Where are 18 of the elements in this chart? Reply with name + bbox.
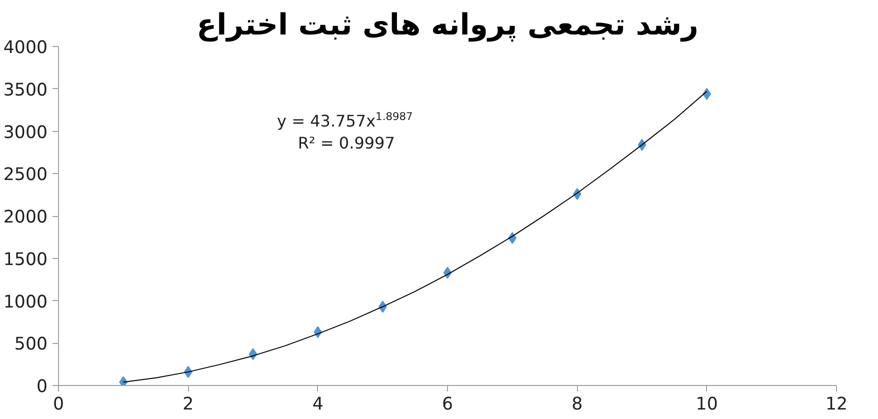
y-tick-label: 2500 [3,165,48,186]
y-tick-label: 500 [14,334,48,355]
y-tick-label: 1000 [3,292,48,312]
y-tick-label: 0 [36,377,48,397]
x-tick-label: 6 [442,394,454,414]
x-tick-label: 8 [572,394,583,414]
chart-title: رشد تجمعی پروانه های ثبت اختراع [196,8,698,42]
annotation: R² = 0.9997 [298,134,395,153]
y-tick-label: 3000 [3,122,48,143]
x-tick-label: 4 [312,394,324,414]
y-tick-label: 4000 [3,38,48,58]
y-tick-label: 1500 [3,250,48,270]
x-tick-label: 12 [825,394,848,414]
x-tick-label: 10 [696,394,718,414]
y-tick-label: 3500 [3,80,48,100]
y-tick-label: 2000 [3,208,48,228]
x-tick-label: 0 [52,394,64,414]
x-tick-label: 2 [182,394,194,414]
